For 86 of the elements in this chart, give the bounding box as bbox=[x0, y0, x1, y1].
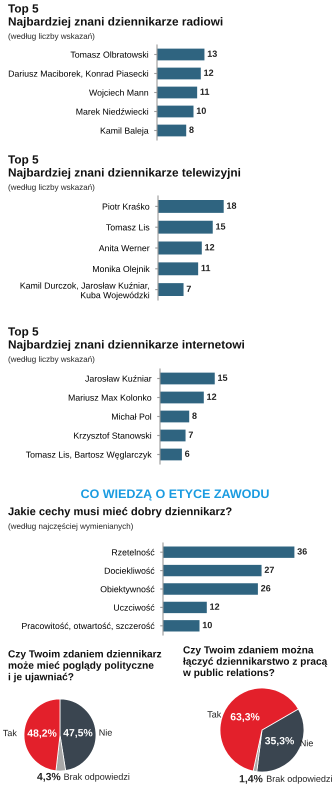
y-tick-label: Michał Pol bbox=[112, 413, 152, 420]
bar bbox=[158, 200, 224, 213]
bar bbox=[160, 430, 186, 442]
bar bbox=[157, 124, 186, 136]
slice-label: Nie bbox=[100, 729, 112, 736]
data-label: 6 bbox=[185, 450, 190, 457]
chart-subtitle: Jakie cechy musi mieć dobry dziennikarz? bbox=[8, 507, 232, 518]
slice-label: Brak odpowiedzi bbox=[64, 773, 130, 782]
slice-label: Brak odpowiedzi bbox=[266, 775, 332, 784]
bar bbox=[158, 220, 213, 234]
data-label: 27 bbox=[264, 566, 274, 573]
y-tick-label: Anita Werner bbox=[98, 244, 150, 252]
y-tick-label: Monika Olejnik bbox=[93, 266, 150, 274]
text: (według najczęściej wymienianych) bbox=[8, 523, 133, 531]
data-label: 12 bbox=[205, 244, 214, 250]
chart-subtitle: Najbardziej znani dziennikarze internetowi bbox=[8, 340, 244, 352]
y-tick-label: Marek Niedźwiecki bbox=[76, 108, 148, 115]
data-label: 15 bbox=[218, 374, 228, 381]
chart-title: Czy Twoim zdaniem dziennikarz może mieć poglądy polityczne i je ujawniać? bbox=[8, 650, 162, 682]
y-tick-label: Tomasz Olbratowski bbox=[70, 51, 148, 58]
data-label: 11 bbox=[201, 264, 210, 272]
data-label: 10 bbox=[202, 622, 212, 628]
y-tick-label: Dariusz Maciborek, Konrad Piasecki bbox=[8, 70, 148, 78]
slice-label: Tak bbox=[3, 730, 17, 736]
chart-subtitle: Najbardziej znani dziennikarze radiowi bbox=[8, 17, 222, 28]
data-label: 11 bbox=[200, 88, 210, 95]
data-label: 36 bbox=[297, 548, 307, 555]
text: Top 5 bbox=[8, 327, 38, 338]
data-label: 10 bbox=[196, 108, 206, 114]
data-label: 35,3% bbox=[264, 737, 294, 746]
data-label: 12 bbox=[207, 394, 216, 400]
bar bbox=[158, 283, 184, 296]
text: (według liczby wskazań) bbox=[8, 33, 94, 41]
y-tick-label: Rzetelność bbox=[112, 548, 154, 556]
y-tick-label: Krzysztof Stanowski bbox=[74, 432, 152, 440]
data-label: 47,5% bbox=[63, 729, 92, 738]
bar bbox=[163, 564, 262, 576]
bar bbox=[163, 546, 294, 558]
bar bbox=[157, 48, 204, 60]
text: (według liczby wskazań) bbox=[8, 356, 94, 364]
data-label: 1,4% bbox=[240, 775, 263, 784]
bar bbox=[160, 372, 215, 384]
y-tick-label: Wojciech Mann bbox=[89, 89, 148, 98]
bar bbox=[163, 602, 207, 614]
y-tick-label: Pracowitość, otwartość, szczerość bbox=[22, 622, 154, 630]
slice-label: Tak bbox=[207, 710, 222, 718]
data-label: 15 bbox=[216, 223, 226, 230]
y-tick-label: Kamil Baleja bbox=[100, 127, 149, 136]
y-tick-label: Jarosław Kuźniar bbox=[85, 375, 152, 382]
bar bbox=[158, 262, 198, 276]
chart-title: CO WIEDZĄ O ETYCE ZAWODU bbox=[81, 489, 269, 501]
data-label: 48,2% bbox=[27, 729, 57, 738]
data-label: 7 bbox=[186, 286, 191, 292]
bar bbox=[163, 620, 200, 632]
data-label: 12 bbox=[204, 70, 214, 76]
y-tick-label: Mariusz Max Kolonko bbox=[68, 394, 152, 401]
bar bbox=[157, 106, 194, 118]
chart-title: Czy Twoim zdaniem można łączyć dziennikarstwo z pracą w public relations? bbox=[182, 646, 328, 678]
slice-label: Nie bbox=[300, 740, 313, 746]
bar bbox=[160, 448, 182, 460]
y-tick-label: Kamil Durczok, Jarosław Kuźniar, Kuba Wojewódzki bbox=[20, 282, 150, 300]
data-label: 4,3% bbox=[37, 772, 60, 782]
bar bbox=[157, 86, 198, 98]
y-tick-label: Tomasz Lis bbox=[106, 224, 150, 230]
y-tick-label: Uczciwość bbox=[114, 604, 154, 611]
y-tick-label: Piotr Kraśko bbox=[102, 203, 150, 210]
bar bbox=[158, 242, 202, 254]
data-label: 8 bbox=[189, 126, 194, 133]
y-tick-label: Tomasz Lis, Bartosz Węglarczyk bbox=[26, 451, 152, 460]
y-tick-label: Obiektywność bbox=[100, 586, 154, 594]
bar bbox=[160, 410, 190, 422]
data-label: 18 bbox=[227, 202, 236, 209]
bar bbox=[163, 583, 258, 595]
text: Top 5 bbox=[8, 4, 38, 16]
data-label: 63,3% bbox=[230, 713, 260, 722]
data-label: 12 bbox=[210, 603, 220, 610]
data-label: 7 bbox=[188, 432, 193, 438]
chart-subtitle: Najbardziej znani dziennikarze telewizyjni bbox=[8, 168, 240, 180]
text: (według liczby wskazań) bbox=[8, 184, 94, 192]
text: Top 5 bbox=[8, 155, 38, 166]
bar bbox=[157, 68, 201, 80]
bar bbox=[160, 392, 204, 404]
data-label: 8 bbox=[192, 412, 197, 419]
y-tick-label: Dociekliwość bbox=[104, 567, 154, 574]
data-label: 26 bbox=[260, 585, 270, 592]
data-label: 13 bbox=[208, 50, 217, 57]
